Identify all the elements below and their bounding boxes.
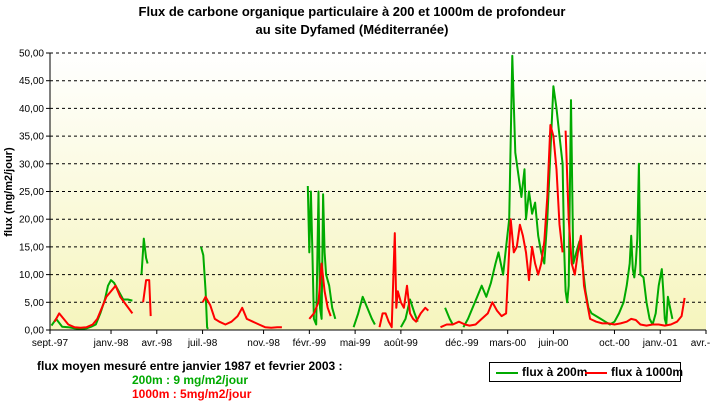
y-tick-label: 50,00 — [19, 49, 44, 60]
series-200m — [50, 54, 674, 330]
x-tick-label: avr.-98 — [142, 338, 173, 349]
mean-flux-1000m: 1000m : 5mg/m2/jour — [132, 387, 252, 401]
y-tick-label: 15,00 — [19, 242, 44, 253]
series-line-segment — [352, 295, 376, 328]
series-line-segment — [564, 130, 686, 327]
x-tick-label: août-99 — [384, 338, 418, 349]
mean-flux-note: flux moyen mesuré entre janvier 1987 et … — [37, 359, 343, 373]
mean-flux-200m: 200m : 9 mg/m2/jour — [132, 373, 249, 387]
y-tick-label: 40,00 — [19, 104, 44, 115]
series-line-segment — [378, 232, 429, 329]
chart-subtitle: au site Dyfamed (Méditerranée) — [256, 22, 449, 37]
series-layer — [50, 54, 686, 330]
series-line-segment — [201, 295, 282, 329]
x-tick-label: sept.-97 — [32, 338, 69, 349]
x-tick-label: janv.-98 — [93, 338, 129, 349]
legend-swatch-1000m — [585, 371, 607, 374]
y-tick-label: 0,00 — [25, 326, 45, 337]
x-tick-label: févr.-99 — [293, 338, 327, 349]
y-axis-ticks: 0,00 5,00 10,00 15,00 20,00 25,00 30,00 35,00 40… — [19, 49, 50, 337]
chart-title: Flux de carbone organique particulaire à… — [139, 4, 566, 19]
x-axis-ticks: sept.-97 janv.-98 avr.-98 juil.-98 nov.-98 fé… — [32, 330, 710, 349]
legend: flux à 200m flux à 1000m — [489, 362, 683, 382]
y-tick-label: 30,00 — [19, 159, 44, 170]
gridlines — [50, 52, 706, 303]
x-tick-label: juil.-98 — [187, 338, 218, 349]
series-line-segment — [400, 298, 419, 328]
series-line-segment — [53, 284, 134, 329]
series-line-segment — [462, 54, 674, 328]
y-tick-label: 20,00 — [19, 215, 44, 226]
legend-label-1000m: flux à 1000m — [611, 365, 684, 379]
series-line-segment — [200, 246, 209, 330]
legend-item-200m: flux à 200m — [496, 365, 587, 380]
legend-item-1000m: flux à 1000m — [585, 365, 683, 380]
x-tick-label: mai-99 — [340, 338, 371, 349]
y-tick-label: 45,00 — [19, 76, 44, 87]
y-tick-label: 35,00 — [19, 132, 44, 143]
y-tick-label: 5,00 — [25, 298, 45, 309]
x-tick-label: janv.-01 — [642, 338, 678, 349]
series-line-segment — [308, 262, 332, 320]
y-axis-label: flux (mg/m2/jour) — [3, 147, 15, 237]
legend-label-200m: flux à 200m — [522, 365, 588, 379]
x-tick-label: juin-00 — [537, 338, 568, 349]
y-tick-label: 25,00 — [19, 187, 44, 198]
x-tick-label: oct.-00 — [599, 338, 630, 349]
x-tick-label: nov.-98 — [247, 338, 280, 349]
series-line-segment — [306, 185, 337, 326]
series-line-segment — [140, 237, 149, 275]
series-line-segment — [444, 307, 454, 325]
series-1000m — [53, 124, 686, 329]
y-tick-label: 10,00 — [19, 270, 44, 281]
series-line-segment — [142, 279, 152, 317]
legend-swatch-200m — [496, 371, 518, 374]
x-tick-label: avr.-01 — [691, 338, 710, 349]
x-tick-label: mars-00 — [489, 338, 526, 349]
series-line-segment — [440, 124, 564, 329]
x-tick-label: déc.-99 — [445, 338, 479, 349]
